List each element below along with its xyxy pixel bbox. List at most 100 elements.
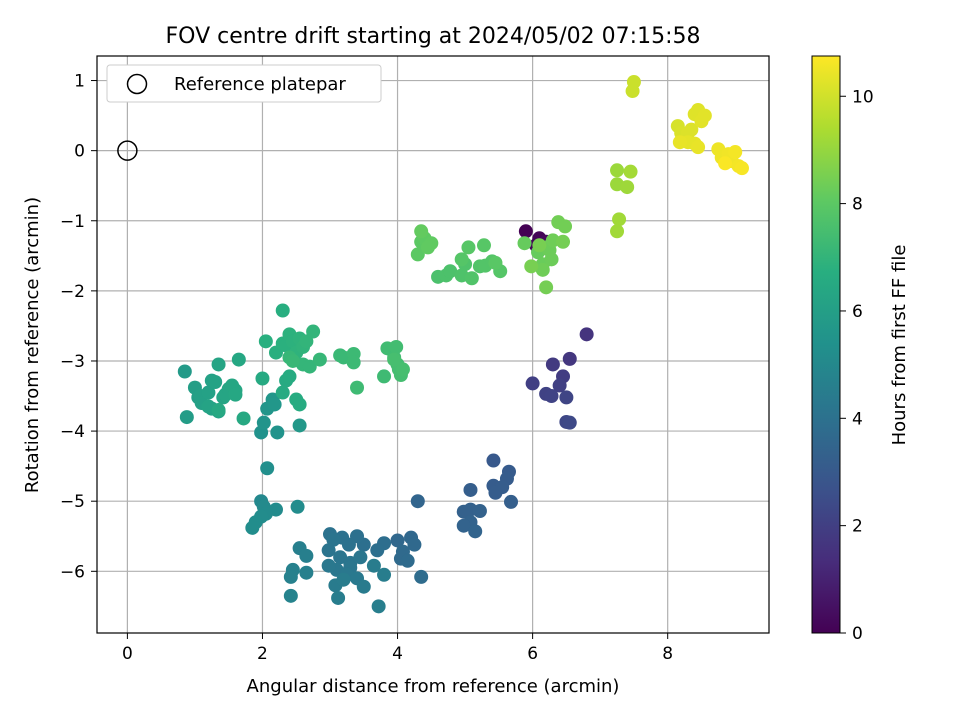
data-point	[525, 376, 540, 391]
data-point	[407, 537, 422, 552]
data-point	[461, 240, 476, 255]
data-point	[718, 156, 733, 171]
y-axis-ticks: 1 0 −1 −2 −3 −4 −5 −6	[60, 72, 97, 582]
data-point	[353, 550, 368, 565]
data-point	[414, 224, 429, 239]
x-axis-label: Angular distance from reference (arcmin)	[247, 676, 620, 697]
data-point	[535, 262, 550, 277]
data-point	[552, 378, 567, 393]
colorbar-tick-label: 2	[852, 517, 863, 537]
data-point	[336, 572, 351, 587]
data-point	[370, 543, 385, 558]
data-point	[290, 499, 305, 514]
data-point	[377, 567, 392, 582]
legend: Reference platepar	[106, 64, 382, 103]
data-point	[558, 219, 573, 234]
data-point	[299, 565, 314, 580]
data-point	[559, 390, 574, 405]
data-point	[420, 240, 435, 255]
data-point	[454, 252, 469, 267]
plot-frame	[96, 55, 770, 634]
colorbar-tick-label: 10	[852, 87, 874, 107]
data-point	[255, 371, 270, 386]
data-point	[400, 553, 415, 568]
data-point	[179, 410, 194, 425]
data-point	[395, 362, 410, 377]
data-point	[517, 236, 532, 251]
data-point	[283, 588, 298, 603]
data-point	[177, 364, 192, 379]
data-point	[728, 145, 743, 160]
y-tick-label: −4	[60, 422, 85, 442]
colorbar-tick-label: 0	[852, 624, 863, 644]
data-point	[346, 355, 361, 370]
data-point	[697, 108, 712, 123]
data-point	[468, 524, 483, 539]
data-point	[410, 247, 425, 262]
data-point	[312, 352, 327, 367]
data-point	[524, 259, 539, 274]
data-point	[377, 369, 392, 384]
data-point	[486, 453, 501, 468]
colorbar-label: Hours from first FF file	[889, 245, 910, 446]
x-tick-label: 8	[662, 644, 673, 664]
colorbar-ticks: 0 2 4 6 8 10	[840, 87, 874, 644]
data-point	[410, 494, 425, 509]
data-point	[545, 357, 560, 372]
x-tick-label: 4	[392, 644, 403, 664]
data-point	[625, 84, 640, 99]
data-points	[177, 74, 749, 614]
data-point	[414, 569, 429, 584]
data-point	[504, 494, 519, 509]
y-tick-label: −6	[60, 562, 85, 582]
data-point	[275, 303, 290, 318]
data-point	[208, 375, 223, 390]
data-point	[684, 122, 699, 137]
legend-open-circle-icon	[126, 73, 148, 95]
data-point	[464, 271, 479, 286]
chart-title: FOV centre drift starting at 2024/05/02 …	[166, 24, 701, 49]
y-axis-label: Rotation from reference (arcmin)	[22, 197, 43, 493]
y-tick-label: −2	[60, 282, 85, 302]
data-point	[228, 387, 243, 402]
data-point	[258, 334, 273, 349]
data-point	[463, 482, 478, 497]
reference-platepar-marker	[117, 140, 138, 161]
data-point	[299, 548, 314, 563]
data-point	[544, 252, 559, 267]
data-point	[285, 353, 300, 368]
x-tick-label: 6	[527, 644, 538, 664]
x-tick-label: 0	[122, 644, 133, 664]
data-point	[691, 140, 706, 155]
data-point	[211, 357, 226, 372]
y-tick-label: −3	[60, 352, 85, 372]
data-point	[488, 255, 503, 270]
data-point	[321, 543, 336, 558]
data-point	[672, 135, 687, 150]
data-point	[562, 351, 577, 366]
data-point	[231, 352, 246, 367]
data-point	[292, 397, 307, 412]
data-point	[623, 164, 638, 179]
colorbar-tick-label: 6	[852, 302, 863, 322]
data-point	[472, 504, 487, 519]
data-point	[539, 280, 554, 295]
data-point	[256, 415, 271, 430]
data-point	[610, 163, 625, 178]
data-point	[302, 359, 317, 374]
data-point	[326, 532, 341, 547]
data-point	[321, 558, 336, 573]
y-tick-label: −1	[60, 212, 85, 232]
data-point	[211, 403, 226, 418]
colorbar-tick-label: 8	[852, 195, 863, 215]
x-tick-label: 2	[257, 644, 268, 664]
data-point	[275, 385, 290, 400]
data-point	[366, 558, 381, 573]
colorbar-tick-label: 4	[852, 409, 863, 429]
data-point	[292, 418, 307, 433]
data-point	[371, 599, 386, 614]
y-tick-label: 0	[74, 142, 85, 162]
data-point	[456, 518, 471, 533]
data-point	[270, 425, 285, 440]
